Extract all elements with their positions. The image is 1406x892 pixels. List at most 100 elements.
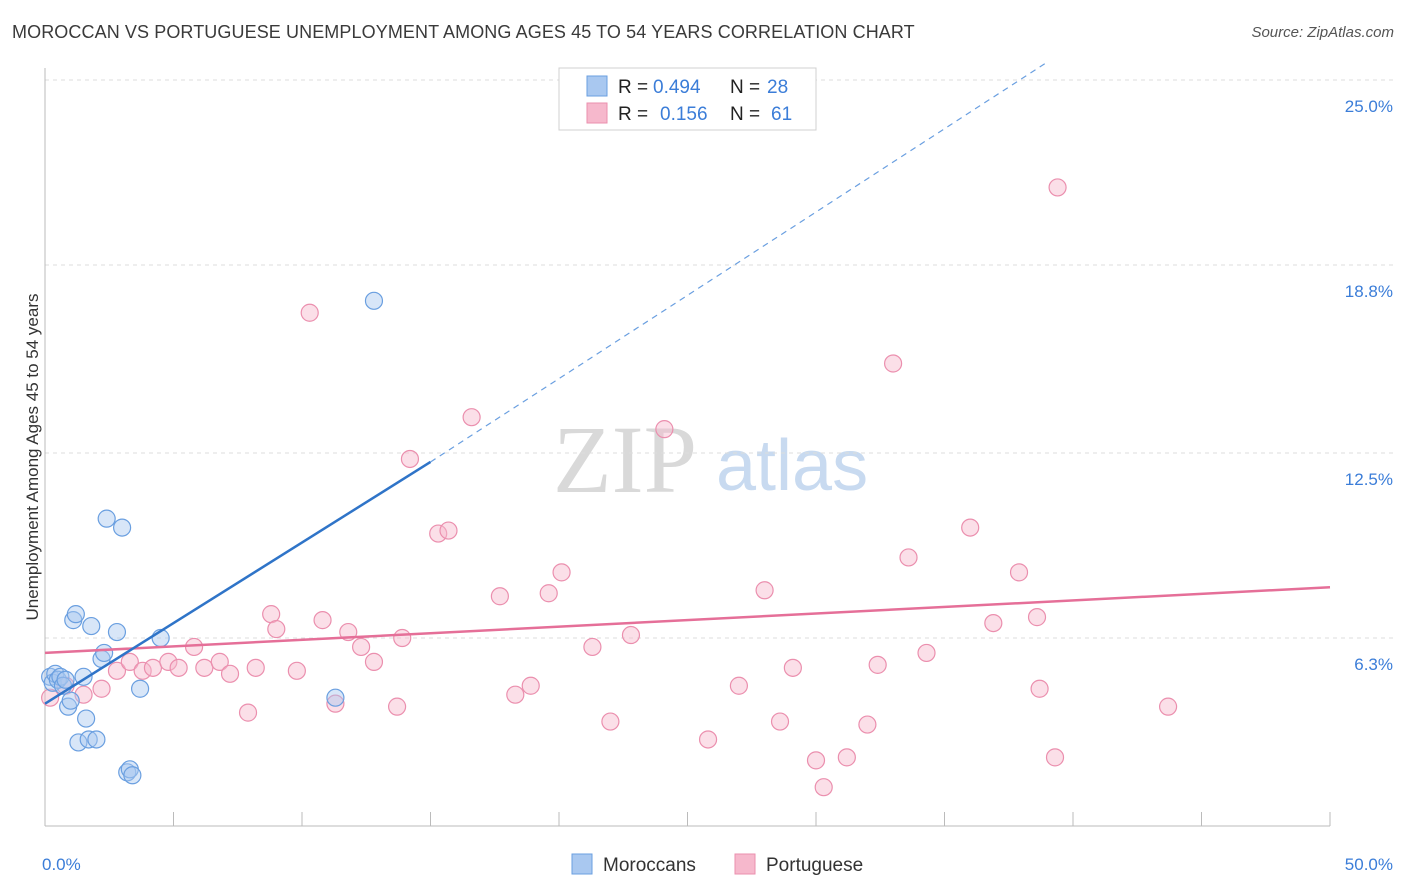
portuguese-point-39 [655, 420, 674, 439]
correlation-legend: R = 0.494 N = 28 R = 0.156 N = 61 [558, 67, 817, 131]
legend-n-value-moroccans: 28 [767, 77, 788, 98]
bottom-legend-swatch-moroccans [571, 853, 593, 875]
y-tick-label-2: 18.8% [1345, 282, 1393, 301]
portuguese-point-44 [783, 658, 802, 677]
moroccan-point-14 [79, 730, 98, 749]
portuguese-point-3 [92, 679, 111, 698]
portuguese-point-46 [837, 748, 856, 767]
moroccan-point-10 [66, 605, 85, 624]
portuguese-point-26 [393, 628, 412, 648]
portuguese-point-30 [462, 408, 481, 427]
x-tick-label-min: 0.0% [42, 855, 81, 874]
moroccan-point-15 [82, 616, 101, 636]
moroccan-point-21 [112, 518, 132, 537]
portuguese-point-4 [107, 661, 127, 680]
legend-r-value-moroccans: 0.494 [653, 77, 701, 98]
portuguese-point-14 [238, 703, 258, 722]
x-axis-ticks [44, 812, 1331, 826]
portuguese-point-5 [120, 652, 139, 671]
portuguese-point-8 [159, 652, 178, 671]
y-tick-label-1: 12.5% [1345, 470, 1393, 489]
moroccan-point-28 [364, 291, 384, 310]
y-axis-title: Unemployment Among Ages 45 to 54 years [23, 294, 42, 621]
bottom-legend-label-portuguese: Portuguese [766, 855, 863, 876]
moroccan-point-25 [130, 679, 150, 698]
portuguese-point-50 [899, 548, 918, 567]
portuguese-point-41 [729, 676, 749, 695]
portuguese-point-23 [352, 637, 371, 657]
legend-swatch-portuguese [586, 102, 608, 124]
legend-r-value-portuguese: 0.156 [660, 104, 708, 125]
portuguese-point-19 [300, 303, 319, 322]
portuguese-point-11 [195, 658, 214, 677]
portuguese-point-38 [621, 625, 641, 645]
portuguese-point-25 [387, 697, 407, 716]
portuguese-point-36 [583, 637, 602, 657]
portuguese-point-10 [184, 637, 204, 657]
portuguese-point-53 [984, 613, 1003, 633]
y-tick-label-3: 25.0% [1345, 97, 1393, 116]
portuguese-point-55 [1027, 608, 1047, 627]
moroccan-point-8 [61, 691, 80, 710]
source-label: Source: ZipAtlas.com [1251, 24, 1394, 41]
trend-lines [44, 61, 1331, 705]
moroccan-point-11 [69, 733, 88, 752]
moroccan-point-27 [326, 688, 345, 707]
portuguese-point-59 [1158, 697, 1178, 716]
portuguese-point-20 [313, 611, 332, 630]
series-legend: Moroccans Portuguese [571, 853, 863, 876]
portuguese-point-32 [506, 685, 525, 704]
portuguese-point-57 [1045, 748, 1065, 767]
y-tick-label-0: 6.3% [1354, 655, 1393, 674]
chart-title: MOROCCAN VS PORTUGUESE UNEMPLOYMENT AMON… [12, 22, 915, 42]
portuguese-point-43 [770, 712, 790, 731]
portuguese-point-18 [287, 661, 306, 680]
portuguese-point-12 [210, 652, 229, 671]
portuguese-point-7 [143, 658, 163, 677]
portuguese-point-58 [1048, 178, 1067, 197]
portuguese-point-52 [961, 518, 980, 537]
portuguese-trend-line [44, 586, 1331, 655]
watermark-zip: ZIP [553, 406, 697, 513]
moroccan-point-19 [97, 509, 116, 528]
portuguese-point-27 [400, 449, 420, 469]
moroccan-point-20 [107, 622, 127, 642]
portuguese-point-47 [858, 715, 877, 734]
portuguese-point-51 [917, 643, 936, 663]
moroccan-point-16 [87, 730, 106, 749]
legend-n-label-portuguese: N = [730, 104, 760, 125]
moroccan-point-22 [118, 763, 137, 782]
moroccan-point-3 [48, 670, 67, 689]
moroccan-trend-extension [430, 61, 1048, 463]
watermark-atlas: atlas [716, 426, 868, 506]
portuguese-point-54 [1009, 563, 1029, 582]
legend-r-label-moroccans: R = [618, 77, 648, 98]
portuguese-point-35 [552, 563, 571, 582]
x-tick-label-max: 50.0% [1345, 855, 1393, 874]
moroccan-point-18 [95, 643, 114, 663]
bottom-legend-label-moroccans: Moroccans [603, 855, 696, 876]
legend-r-label-portuguese: R = [618, 104, 648, 125]
moroccan-trend-line [44, 460, 432, 705]
portuguese-point-31 [490, 587, 509, 606]
portuguese-point-42 [755, 581, 774, 600]
portuguese-point-24 [364, 652, 384, 671]
portuguese-point-17 [267, 619, 286, 639]
portuguese-point-37 [601, 712, 620, 731]
portuguese-point-40 [698, 730, 718, 749]
portuguese-point-45 [814, 778, 833, 797]
moroccan-point-6 [56, 670, 75, 689]
portuguese-point-15 [246, 658, 265, 677]
portuguese-point-56 [1030, 679, 1049, 698]
portuguese-point-21 [326, 694, 345, 713]
y-axis-tick-labels: 6.3% 12.5% 18.8% 25.0% [1345, 97, 1393, 674]
legend-n-value-portuguese: 61 [771, 104, 792, 125]
portuguese-point-49 [883, 354, 903, 373]
portuguese-point-6 [133, 661, 152, 680]
portuguese-point-29 [439, 521, 458, 540]
legend-n-label-moroccans: N = [730, 77, 760, 98]
portuguese-point-60 [806, 751, 826, 770]
portuguese-points [41, 178, 1178, 797]
portuguese-point-13 [220, 664, 240, 683]
